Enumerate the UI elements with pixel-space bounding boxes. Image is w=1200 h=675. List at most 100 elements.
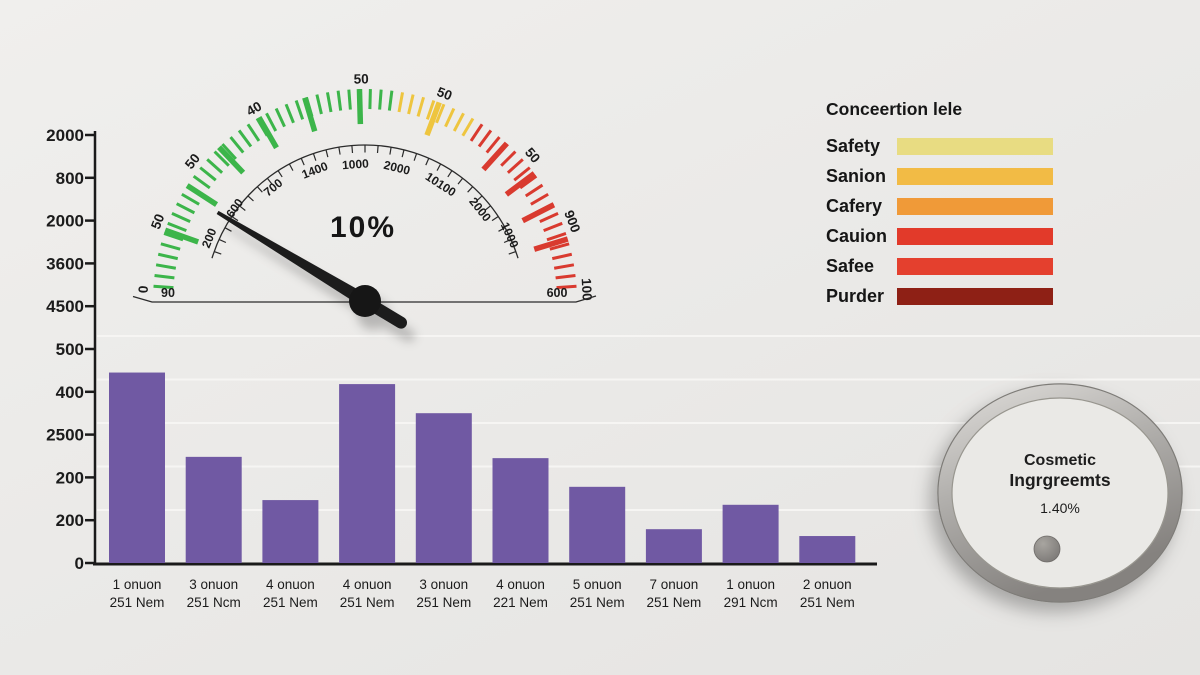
gauge-inner-label: 1000	[498, 220, 522, 250]
gauge-major-tick	[481, 141, 509, 172]
gauge-minor-tick	[157, 252, 179, 261]
x-axis-label-line2: 251 Nem	[570, 595, 625, 610]
gauge-inner-tick	[312, 153, 317, 161]
gauge-minor-tick	[485, 136, 501, 154]
bar	[569, 486, 626, 563]
legend-item: Cafery	[826, 191, 1066, 221]
y-axis-label: 200	[56, 468, 84, 487]
y-axis-label: 4500	[46, 297, 84, 316]
gauge-minor-tick	[229, 136, 245, 154]
x-axis-label-line1: 1 onuon	[113, 577, 162, 592]
gauge-minor-tick	[221, 143, 237, 160]
dial-ring	[938, 384, 1182, 602]
legend: Conceertion lele Safety Sanion Cafery Cauio…	[826, 99, 1066, 311]
x-axis-label-line2: 221 Nem	[493, 595, 548, 610]
gauge-outer-label: 50	[182, 151, 203, 172]
gauge-outer-label: 50	[435, 84, 454, 103]
x-axis-label-line1: 2 onuon	[803, 577, 852, 592]
legend-item-label: Safee	[826, 255, 875, 276]
gauge-minor-tick	[192, 174, 211, 190]
dial-title-line1: Cosmetic	[1023, 452, 1097, 469]
bar	[799, 536, 856, 563]
legend-swatch	[897, 287, 1053, 305]
gauge-minor-tick	[452, 112, 465, 132]
gauge-minor-tick	[425, 100, 436, 120]
gauge-minor-tick	[513, 166, 531, 182]
gauge-minor-tick	[435, 103, 446, 124]
gauge-minor-tick	[181, 192, 200, 206]
dial-title-line2: Ingrgreemts	[1009, 470, 1111, 490]
gauge-minor-tick	[315, 94, 323, 115]
gauge-inner-label: 700	[261, 176, 286, 200]
gauge-minor-tick	[539, 212, 559, 224]
x-axis-label-line2: 251 Nem	[110, 595, 165, 610]
gauge-inner-tick	[266, 177, 273, 185]
legend-swatch	[897, 257, 1053, 275]
dial-knob	[1033, 535, 1061, 563]
gauge-minor-tick	[461, 117, 475, 137]
bar	[645, 529, 702, 563]
gauge-inner-tick	[503, 238, 512, 244]
x-axis-label-line1: 3 onuon	[419, 577, 468, 592]
gauge-minor-tick	[407, 94, 415, 115]
gauge-minor-tick	[556, 284, 577, 290]
gauge-inner-tick	[239, 205, 246, 211]
gauge-inner-tick	[484, 205, 491, 211]
gauge-minor-tick	[325, 92, 333, 113]
gauge-inner-tick	[457, 177, 464, 185]
gauge-minor-tick	[469, 123, 484, 142]
gauge-needle-arm	[216, 210, 369, 307]
x-axis-label-line1: 3 onuon	[189, 577, 238, 592]
gauge-major-tick	[217, 145, 246, 175]
gauge-minor-tick	[155, 263, 177, 270]
bar	[722, 504, 779, 563]
gauge-minor-tick	[294, 100, 305, 120]
gauge-minor-tick	[549, 242, 570, 251]
legend-item: Purder	[826, 281, 1066, 311]
gauge-minor-tick	[284, 103, 295, 124]
gauge-minor-tick	[546, 232, 567, 242]
legend-item-label: Cauion	[826, 225, 887, 246]
gauge-inner-tick	[447, 170, 453, 178]
legend-swatch	[897, 227, 1053, 245]
gauge-minor-tick	[167, 221, 187, 233]
gauge-outer-label: 50	[353, 71, 368, 86]
gauge-minor-tick	[154, 273, 175, 280]
bar	[339, 384, 396, 563]
bar	[492, 458, 549, 563]
legend-item-label: Purder	[826, 285, 885, 306]
x-axis-label-line2: 251 Nem	[263, 595, 318, 610]
gauge-outer-label: 0	[136, 285, 151, 293]
gauge-minor-tick	[237, 129, 253, 148]
gauge-minor-tick	[543, 221, 563, 233]
gauge-minor-tick	[387, 90, 394, 111]
gauge-center-value: 10%	[329, 211, 397, 244]
legend-item: Safee	[826, 251, 1066, 281]
gauge-minor-tick	[397, 92, 405, 113]
legend-rows: Safety Sanion Cafery Cauion Safee Purder	[826, 131, 1066, 311]
gauge-outer-label: 100	[579, 278, 595, 301]
gauge-minor-tick	[213, 150, 230, 167]
y-axis-label: 2500	[46, 426, 84, 445]
gauge-inner-tick	[288, 163, 294, 171]
gauge-major-tick	[302, 96, 318, 133]
gauge-baseline-label-right: 600	[547, 286, 568, 300]
x-axis-label-line1: 4 onuon	[266, 577, 315, 592]
gauge-inner-tick	[277, 170, 283, 178]
gauge-minor-tick	[500, 150, 517, 167]
gauge-minor-tick	[171, 212, 191, 224]
gauge-inner-label: 1400	[300, 159, 330, 182]
gauge-inner-tick	[508, 251, 517, 255]
gauge-minor-tick	[206, 158, 224, 174]
gauge-inner-label: 2000	[466, 195, 494, 225]
legend-item: Safety	[826, 131, 1066, 161]
gauge-inner-tick	[247, 195, 254, 202]
gauge-minor-tick	[506, 158, 524, 174]
legend-item-label: Cafery	[826, 195, 883, 216]
x-axis-label-line1: 5 onuon	[573, 577, 622, 592]
gauge-inner-label: 2000	[382, 158, 412, 178]
gauge-minor-tick	[524, 183, 544, 198]
dial	[937, 383, 1183, 603]
gauge-inner-tick	[351, 145, 354, 154]
